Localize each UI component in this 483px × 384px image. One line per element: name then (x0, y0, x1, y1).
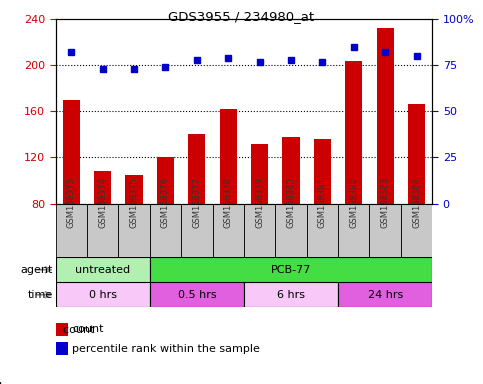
Bar (126, 175, 142, 296)
Bar (401, 204, 432, 257)
Bar (338, 282, 432, 307)
Bar (56, 204, 87, 257)
Text: 6 hrs: 6 hrs (277, 290, 305, 300)
Text: percentile rank within the sample: percentile rank within the sample (72, 344, 260, 354)
Text: GSM158383: GSM158383 (381, 177, 390, 228)
Bar (369, 204, 401, 257)
Bar (188, 134, 205, 296)
Bar (63, 100, 80, 296)
Bar (377, 28, 394, 296)
Bar (275, 204, 307, 257)
Bar (307, 204, 338, 257)
Bar (220, 109, 237, 296)
Bar (157, 157, 174, 296)
Text: GSM158373: GSM158373 (67, 177, 76, 228)
Text: GSM158377: GSM158377 (192, 177, 201, 228)
Bar (94, 171, 111, 296)
Text: time: time (28, 290, 53, 300)
Text: GSM158376: GSM158376 (161, 177, 170, 228)
Bar (213, 204, 244, 257)
Bar (283, 137, 299, 296)
Bar (150, 257, 432, 282)
Bar (244, 282, 338, 307)
Bar (251, 144, 268, 296)
Text: GSM158375: GSM158375 (129, 177, 139, 228)
Text: GSM158374: GSM158374 (98, 177, 107, 228)
Text: GSM158381: GSM158381 (318, 177, 327, 228)
Text: 24 hrs: 24 hrs (368, 290, 403, 300)
Bar (314, 139, 331, 296)
Bar (345, 61, 362, 296)
Bar (56, 257, 150, 282)
Text: GSM158378: GSM158378 (224, 177, 233, 228)
Text: GSM158380: GSM158380 (286, 177, 296, 228)
Bar (181, 204, 213, 257)
Bar (244, 204, 275, 257)
Text: untreated: untreated (75, 265, 130, 275)
Text: count: count (56, 325, 94, 335)
Text: 0.5 hrs: 0.5 hrs (178, 290, 216, 300)
Bar (118, 204, 150, 257)
Bar (150, 282, 244, 307)
Bar (150, 204, 181, 257)
Text: count: count (72, 324, 104, 334)
Text: GSM158384: GSM158384 (412, 177, 421, 228)
Bar (338, 204, 369, 257)
Text: GDS3955 / 234980_at: GDS3955 / 234980_at (169, 10, 314, 23)
Text: PCB-77: PCB-77 (271, 265, 311, 275)
Bar (87, 204, 118, 257)
Text: 0 hrs: 0 hrs (89, 290, 116, 300)
Bar (56, 282, 150, 307)
Text: GSM158382: GSM158382 (349, 177, 358, 228)
Text: GSM158379: GSM158379 (255, 177, 264, 228)
Text: agent: agent (21, 265, 53, 275)
Bar (408, 104, 425, 296)
